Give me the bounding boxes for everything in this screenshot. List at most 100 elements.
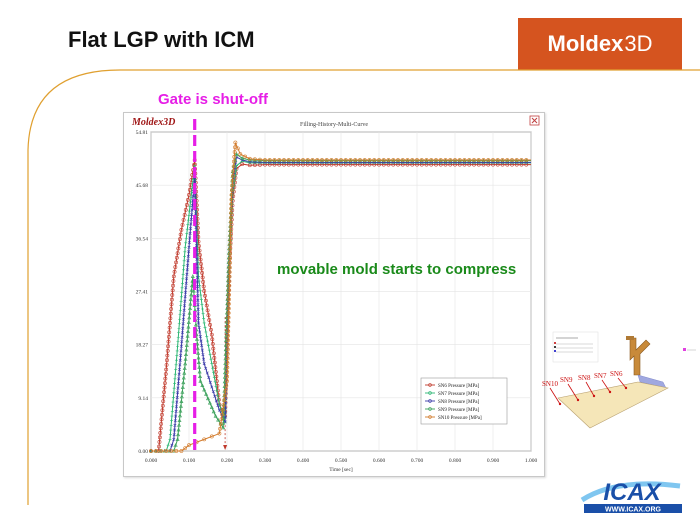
close-icon[interactable] (529, 115, 540, 126)
data-point (198, 335, 202, 339)
data-point (230, 183, 235, 188)
data-point (443, 158, 448, 162)
data-point (182, 259, 186, 263)
data-point (173, 381, 177, 385)
data-point (166, 335, 171, 339)
data-point (429, 158, 434, 162)
data-point (170, 419, 174, 423)
data-point (220, 407, 225, 412)
data-point (212, 355, 217, 360)
data-point (168, 311, 173, 316)
data-point (210, 362, 214, 366)
data-point (291, 158, 296, 162)
data-point (214, 384, 218, 388)
data-point (169, 302, 174, 307)
data-point (202, 437, 207, 442)
data-point (180, 281, 184, 285)
legend-entry: SN9 Pressure [MPa] (438, 408, 479, 413)
data-point (184, 347, 189, 352)
data-point (173, 442, 178, 447)
data-point (179, 449, 184, 453)
data-point (229, 215, 233, 220)
data-point (209, 357, 213, 361)
sensor-labels: SN10 SN9 SN8 SN7 SN6 (542, 370, 628, 406)
data-point (348, 158, 353, 162)
data-point (162, 390, 166, 395)
data-point (225, 347, 230, 352)
data-point (182, 366, 187, 370)
sensor-label: SN10 (542, 380, 558, 388)
data-point (212, 360, 217, 365)
data-point (220, 412, 225, 417)
data-point (158, 426, 163, 431)
data-point (165, 353, 170, 358)
data-point (228, 220, 233, 225)
data-point (381, 158, 386, 162)
data-point (263, 158, 267, 162)
data-point (217, 431, 222, 436)
data-point (204, 330, 208, 334)
data-point (358, 158, 362, 162)
data-point (189, 227, 193, 231)
data-point (472, 158, 476, 162)
data-point (200, 271, 205, 275)
data-point (186, 320, 191, 324)
data-point (165, 348, 170, 353)
data-point (185, 333, 190, 338)
data-point (182, 370, 187, 375)
data-point (209, 327, 213, 332)
data-point (173, 419, 177, 423)
data-point (176, 391, 180, 395)
data-point (154, 449, 158, 453)
data-point (191, 288, 196, 293)
data-point (234, 151, 239, 156)
data-point (188, 236, 192, 240)
data-point (495, 158, 500, 162)
data-point (159, 417, 164, 422)
data-point (185, 338, 190, 343)
data-point (187, 214, 191, 218)
data-point (218, 422, 223, 426)
data-point (193, 164, 197, 168)
data-point (177, 326, 181, 330)
data-point (247, 156, 252, 161)
data-point (207, 400, 212, 405)
data-point (198, 378, 203, 383)
data-point (221, 403, 226, 407)
data-point (200, 275, 205, 280)
sensor-label: SN8 (578, 374, 591, 382)
x-tick-label: 0.300 (259, 458, 272, 464)
data-point (226, 329, 231, 334)
data-point (181, 380, 186, 385)
data-point (212, 375, 216, 379)
data-point (203, 325, 207, 329)
data-point (213, 394, 217, 398)
data-point (310, 158, 315, 162)
data-point (202, 357, 206, 361)
data-point (172, 433, 176, 437)
data-point (171, 400, 175, 404)
chart-logo: Moldex3D (131, 117, 175, 128)
data-point (179, 299, 183, 303)
data-point (174, 449, 179, 453)
data-point (182, 212, 187, 217)
x-tick-label: 0.900 (487, 458, 500, 464)
data-point (396, 158, 400, 162)
data-point (491, 158, 495, 162)
legend-marker (428, 407, 432, 411)
data-point (227, 279, 232, 284)
data-point (184, 236, 188, 240)
data-point (232, 159, 236, 164)
x-tick-label: 0.100 (183, 458, 196, 464)
data-point (183, 245, 187, 249)
data-point (182, 263, 186, 267)
data-point (320, 158, 324, 162)
data-point (519, 158, 524, 162)
data-point (219, 417, 224, 422)
data-point (184, 290, 188, 294)
data-point (189, 222, 193, 226)
data-point (181, 217, 186, 222)
data-point (201, 280, 206, 284)
data-point (305, 158, 310, 162)
data-point (194, 225, 198, 229)
